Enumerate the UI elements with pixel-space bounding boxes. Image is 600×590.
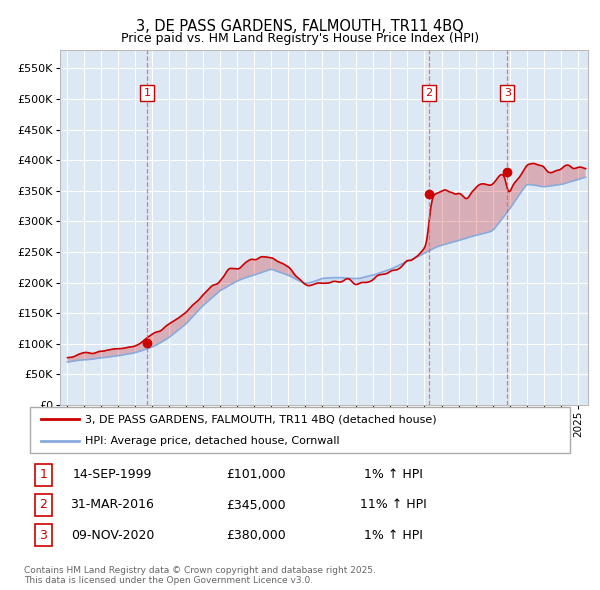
FancyBboxPatch shape — [29, 408, 571, 453]
Text: 09-NOV-2020: 09-NOV-2020 — [71, 529, 154, 542]
Text: 14-SEP-1999: 14-SEP-1999 — [73, 468, 152, 481]
Text: 2: 2 — [425, 88, 433, 98]
Text: 2: 2 — [40, 499, 47, 512]
Text: 1% ↑ HPI: 1% ↑ HPI — [364, 529, 423, 542]
Text: HPI: Average price, detached house, Cornwall: HPI: Average price, detached house, Corn… — [85, 436, 340, 446]
Text: £380,000: £380,000 — [226, 529, 286, 542]
Text: £101,000: £101,000 — [226, 468, 286, 481]
Text: 1: 1 — [40, 468, 47, 481]
Text: 3: 3 — [40, 529, 47, 542]
Text: £345,000: £345,000 — [226, 499, 286, 512]
Text: Price paid vs. HM Land Registry's House Price Index (HPI): Price paid vs. HM Land Registry's House … — [121, 32, 479, 45]
Text: 1% ↑ HPI: 1% ↑ HPI — [364, 468, 423, 481]
Text: 31-MAR-2016: 31-MAR-2016 — [70, 499, 154, 512]
Text: Contains HM Land Registry data © Crown copyright and database right 2025.
This d: Contains HM Land Registry data © Crown c… — [24, 566, 376, 585]
Text: 3: 3 — [504, 88, 511, 98]
Text: 11% ↑ HPI: 11% ↑ HPI — [361, 499, 427, 512]
Text: 3, DE PASS GARDENS, FALMOUTH, TR11 4BQ: 3, DE PASS GARDENS, FALMOUTH, TR11 4BQ — [136, 19, 464, 34]
Text: 3, DE PASS GARDENS, FALMOUTH, TR11 4BQ (detached house): 3, DE PASS GARDENS, FALMOUTH, TR11 4BQ (… — [85, 414, 436, 424]
Text: 1: 1 — [143, 88, 151, 98]
